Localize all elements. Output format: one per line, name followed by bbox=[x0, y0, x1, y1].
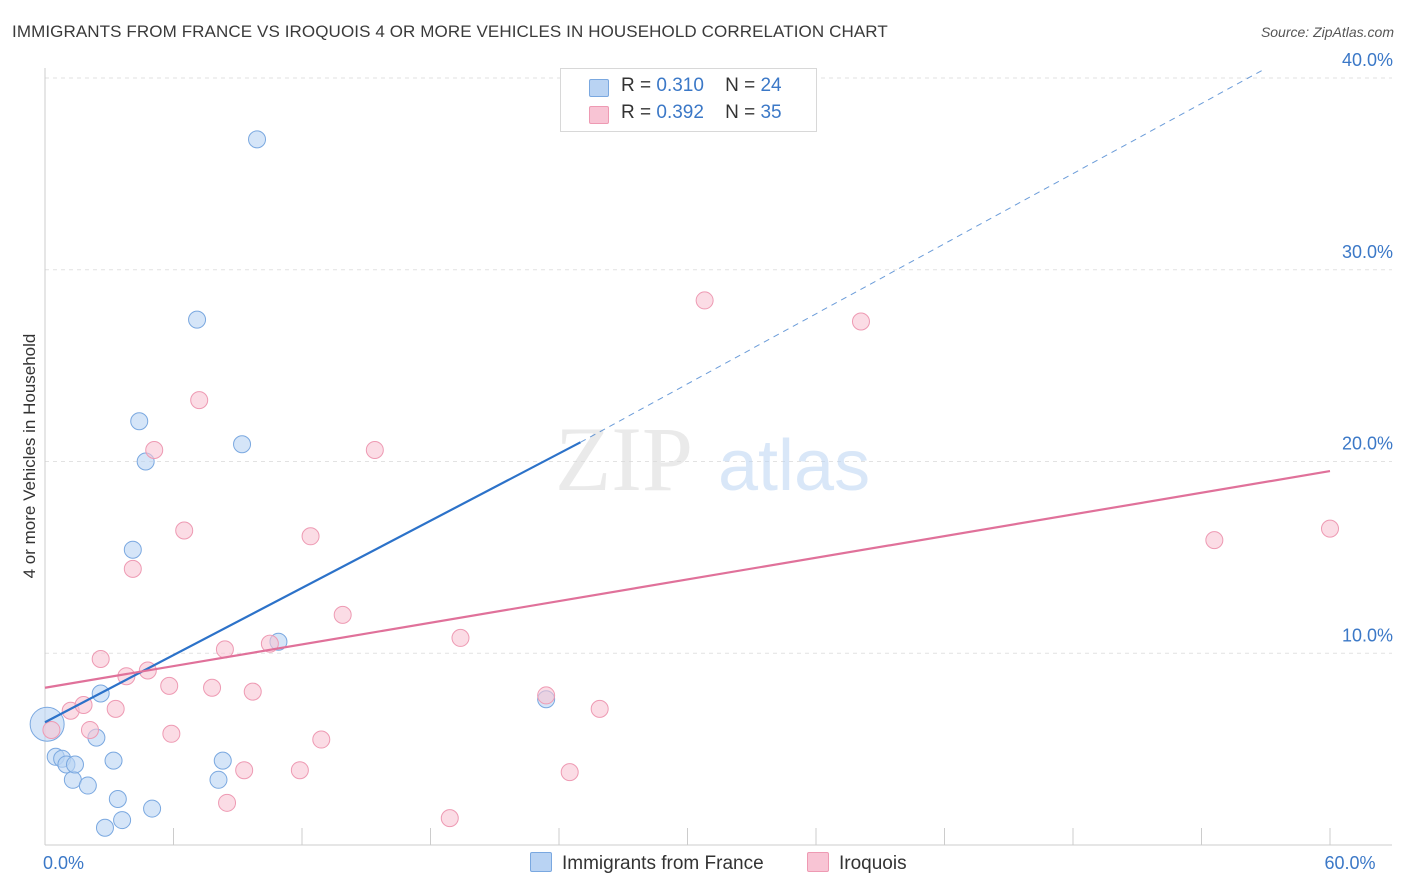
y-axis-title: 4 or more Vehicles in Household bbox=[20, 333, 39, 579]
legend-n-label: N = bbox=[725, 102, 756, 123]
point-iroquois bbox=[1321, 519, 1339, 538]
point-iroquois bbox=[175, 521, 194, 540]
y-tick-label: 30.0% bbox=[1342, 242, 1393, 262]
point-france bbox=[143, 799, 162, 818]
series-legend-france: Immigrants from France bbox=[530, 852, 764, 875]
point-iroquois bbox=[560, 763, 579, 782]
point-france bbox=[209, 770, 228, 789]
point-iroquois bbox=[365, 440, 384, 459]
point-iroquois bbox=[312, 730, 331, 749]
point-france bbox=[63, 770, 82, 789]
x-tick-label: 0.0% bbox=[43, 853, 84, 873]
point-france bbox=[213, 751, 232, 770]
series-label-iroquois: Iroquois bbox=[839, 853, 907, 874]
point-iroquois bbox=[145, 440, 164, 459]
trend-line-france bbox=[44, 441, 581, 724]
point-france bbox=[78, 776, 97, 795]
y-tick-label: 40.0% bbox=[1342, 50, 1393, 70]
point-iroquois bbox=[243, 682, 262, 701]
point-iroquois bbox=[91, 650, 110, 669]
point-france bbox=[65, 755, 84, 774]
point-france bbox=[130, 412, 149, 431]
point-iroquois bbox=[106, 699, 125, 718]
point-france bbox=[113, 811, 132, 830]
point-iroquois bbox=[695, 291, 714, 310]
point-france bbox=[104, 751, 123, 770]
watermark-zip: ZIP bbox=[555, 408, 693, 510]
data-points bbox=[29, 130, 1339, 837]
point-france bbox=[248, 130, 267, 149]
grid-lines bbox=[45, 77, 1392, 654]
point-france bbox=[95, 818, 114, 837]
point-iroquois bbox=[1205, 531, 1224, 550]
series-swatch-france bbox=[530, 852, 552, 872]
y-tick-label: 20.0% bbox=[1342, 434, 1393, 454]
point-iroquois bbox=[80, 720, 99, 739]
correlation-legend: R = 0.310 N = 24 R = 0.392 N = 35 bbox=[560, 68, 817, 132]
point-france bbox=[108, 789, 127, 808]
point-iroquois bbox=[123, 559, 142, 578]
trend-lines bbox=[44, 67, 1331, 724]
point-france bbox=[123, 540, 142, 559]
chart-title: IMMIGRANTS FROM FRANCE VS IROQUOIS 4 OR … bbox=[12, 22, 888, 41]
watermark: ZIP atlas bbox=[555, 408, 870, 510]
point-iroquois bbox=[537, 686, 556, 705]
point-iroquois bbox=[260, 634, 279, 653]
legend-swatch-france bbox=[589, 79, 609, 97]
source-credit: Source: ZipAtlas.com bbox=[1260, 24, 1394, 40]
point-iroquois bbox=[42, 720, 61, 739]
point-iroquois bbox=[235, 761, 254, 780]
legend-n-value-france: 24 bbox=[760, 75, 782, 96]
legend-r-label: R = bbox=[621, 102, 652, 123]
series-label-france: Immigrants from France bbox=[562, 853, 764, 874]
y-tick-label: 10.0% bbox=[1342, 625, 1393, 645]
series-swatch-iroquois bbox=[807, 852, 829, 872]
tick-labels: 10.0% 20.0% 30.0% 40.0% 0.0% 60.0% bbox=[43, 50, 1393, 873]
legend-r-label: R = bbox=[621, 75, 652, 96]
trend-line-france-extension bbox=[580, 67, 1266, 443]
point-france bbox=[188, 310, 207, 329]
point-iroquois bbox=[590, 699, 609, 718]
legend-n-value-iroquois: 35 bbox=[760, 102, 782, 123]
legend-n-label: N = bbox=[725, 75, 756, 96]
point-iroquois bbox=[301, 527, 320, 546]
watermark-atlas: atlas bbox=[718, 426, 870, 506]
series-legend-iroquois: Iroquois bbox=[807, 852, 907, 875]
point-iroquois bbox=[160, 676, 179, 695]
point-iroquois bbox=[333, 605, 352, 624]
point-iroquois bbox=[290, 761, 309, 780]
point-iroquois bbox=[440, 809, 459, 828]
point-iroquois bbox=[190, 391, 209, 410]
legend-r-value-iroquois: 0.392 bbox=[656, 102, 704, 123]
trend-line-iroquois bbox=[44, 470, 1331, 689]
legend-r-value-france: 0.310 bbox=[656, 75, 704, 96]
point-iroquois bbox=[162, 724, 181, 743]
point-iroquois bbox=[851, 312, 870, 331]
point-france bbox=[233, 435, 252, 454]
point-iroquois bbox=[218, 793, 237, 812]
point-iroquois bbox=[451, 628, 470, 647]
legend-swatch-iroquois bbox=[589, 106, 609, 124]
x-tick-label: 60.0% bbox=[1324, 853, 1375, 873]
point-iroquois bbox=[203, 678, 222, 697]
